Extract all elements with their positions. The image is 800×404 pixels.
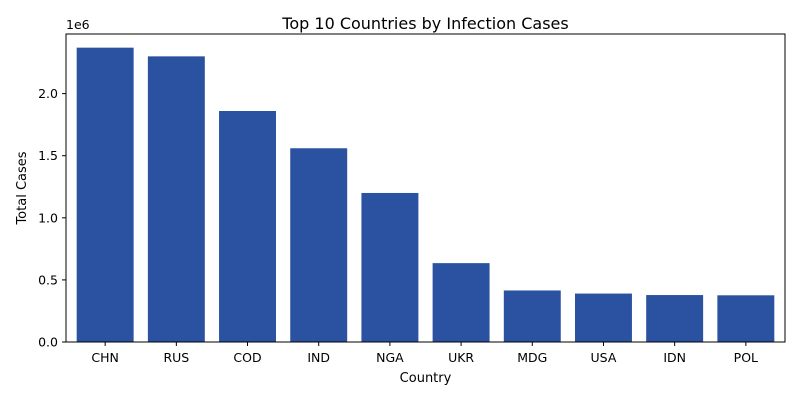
x-tick-label-mdg: MDG	[517, 350, 547, 365]
bar-cod	[219, 111, 277, 342]
y-tick-label: 0.5	[38, 272, 58, 287]
x-tick-label-ukr: UKR	[448, 350, 474, 365]
bars-group	[76, 47, 775, 343]
bar-ind	[290, 148, 348, 342]
y-axis-ticks: 0.0 0.5 1.0 1.5 2.0	[38, 86, 66, 350]
bar-ukr	[432, 263, 490, 342]
chart-title: Top 10 Countries by Infection Cases	[281, 14, 568, 33]
x-tick-label-chn: CHN	[91, 350, 118, 365]
x-tick-label-idn: IDN	[663, 350, 686, 365]
bar-nga	[361, 192, 419, 342]
x-tick-label-ind: IND	[307, 350, 330, 365]
bar-mdg	[503, 290, 561, 342]
bar-pol	[717, 295, 775, 342]
bar-rus	[147, 56, 205, 343]
y-tick-label: 1.0	[38, 210, 58, 225]
bar-idn	[646, 295, 704, 342]
x-tick-label-cod: COD	[233, 350, 261, 365]
y-axis-label: Total Cases	[15, 151, 30, 225]
x-tick-label-nga: NGA	[376, 350, 404, 365]
x-axis-label: Country	[400, 371, 452, 386]
y-tick-label: 0.0	[38, 335, 58, 350]
plot-frame	[65, 33, 786, 343]
x-tick-label-usa: USA	[591, 350, 617, 365]
y-axis-offset-label: 1e6	[66, 17, 90, 32]
x-axis-ticks: CHN RUS COD IND NGA UKR MDG USA IDN POL	[91, 342, 758, 365]
bar-usa	[574, 293, 632, 342]
y-tick-label: 1.5	[38, 148, 58, 163]
y-tick-label: 2.0	[38, 86, 58, 101]
bar-chn	[76, 47, 134, 343]
x-tick-label-rus: RUS	[163, 350, 189, 365]
x-tick-label-pol: POL	[734, 350, 758, 365]
